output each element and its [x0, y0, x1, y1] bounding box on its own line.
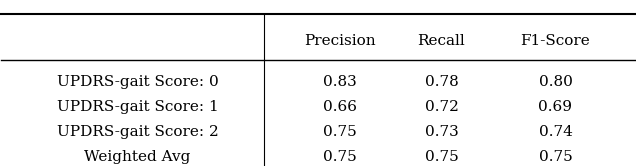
Text: Precision: Precision	[305, 34, 376, 48]
Text: 0.83: 0.83	[323, 75, 357, 89]
Text: 0.75: 0.75	[323, 125, 357, 139]
Text: 0.80: 0.80	[539, 75, 572, 89]
Text: 0.75: 0.75	[425, 150, 459, 164]
Text: 0.69: 0.69	[539, 100, 572, 114]
Text: 0.74: 0.74	[539, 125, 572, 139]
Text: UPDRS-gait Score: 2: UPDRS-gait Score: 2	[57, 125, 218, 139]
Text: Weighted Avg: Weighted Avg	[85, 150, 191, 164]
Text: F1-Score: F1-Score	[521, 34, 590, 48]
Text: 0.75: 0.75	[323, 150, 357, 164]
Text: 0.75: 0.75	[539, 150, 572, 164]
Text: Recall: Recall	[418, 34, 466, 48]
Text: 0.73: 0.73	[425, 125, 459, 139]
Text: 0.78: 0.78	[425, 75, 459, 89]
Text: UPDRS-gait Score: 0: UPDRS-gait Score: 0	[57, 75, 218, 89]
Text: UPDRS-gait Score: 1: UPDRS-gait Score: 1	[57, 100, 218, 114]
Text: 0.66: 0.66	[323, 100, 357, 114]
Text: 0.72: 0.72	[425, 100, 459, 114]
